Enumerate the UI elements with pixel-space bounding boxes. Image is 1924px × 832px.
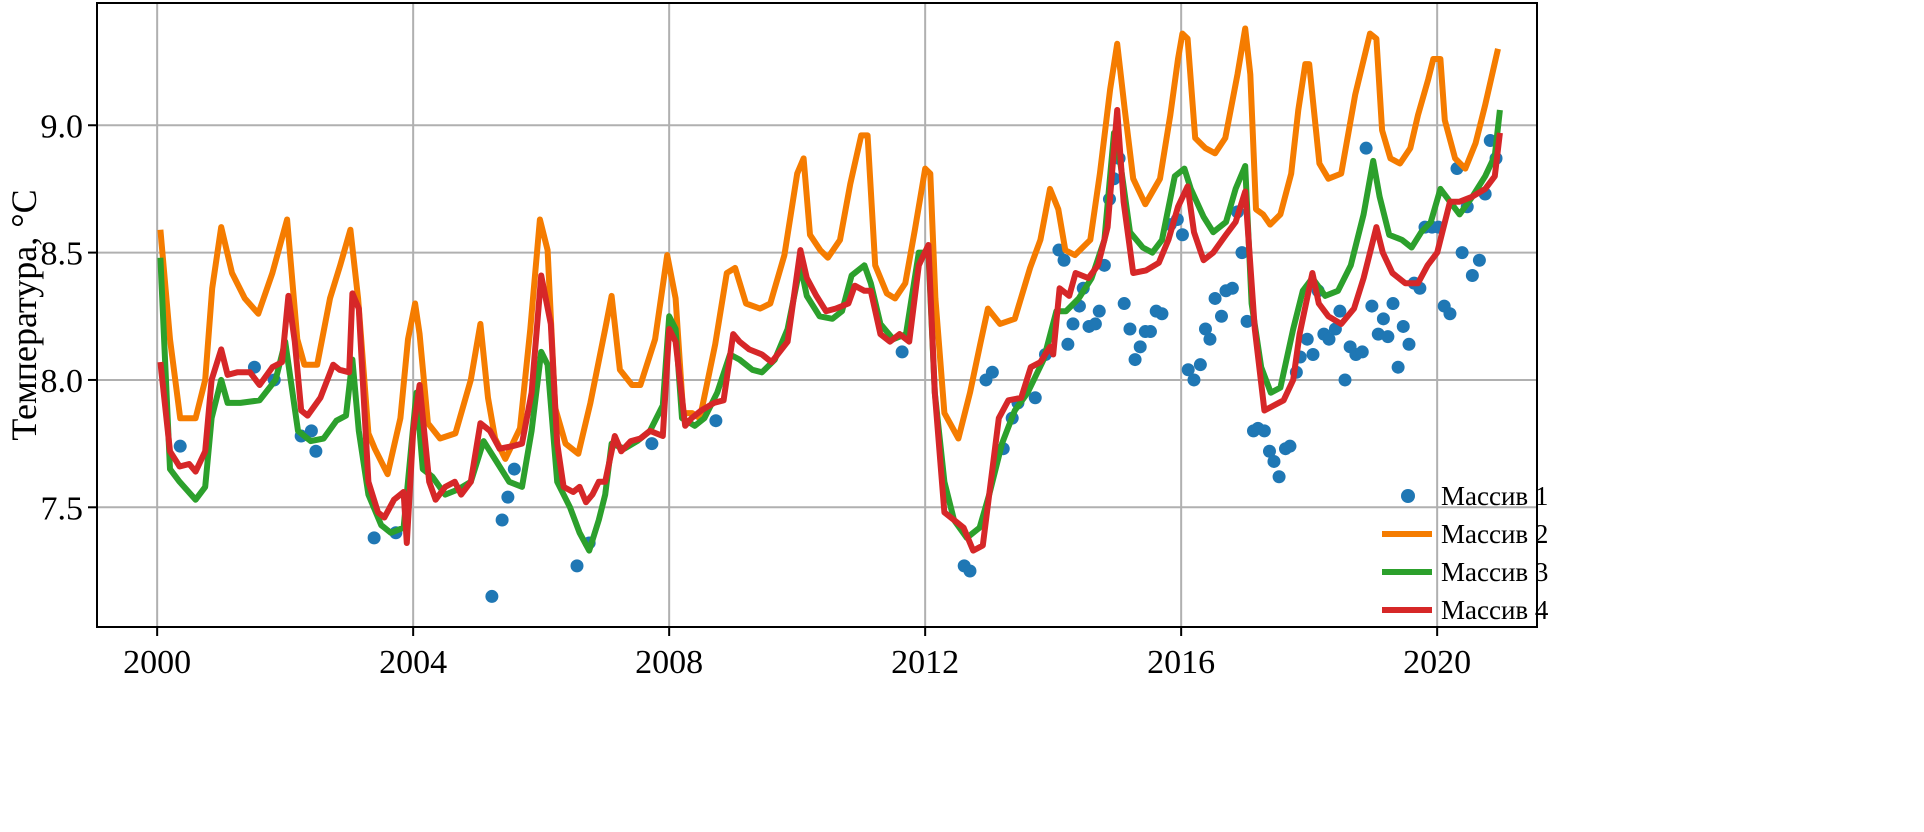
scatter-point-massiv-1 [1386, 297, 1400, 311]
x-tick-label: 2012 [891, 644, 959, 681]
y-axis-label: Температура, °C [4, 189, 44, 440]
scatter-point-massiv-1 [1283, 439, 1297, 453]
scatter-point-massiv-1 [570, 559, 584, 573]
scatter-point-massiv-1 [1225, 281, 1239, 295]
scatter-point-massiv-1 [645, 437, 659, 451]
x-tick-label: 2000 [123, 644, 191, 681]
scatter-point-massiv-1 [1333, 304, 1347, 318]
x-tick-label: 2020 [1403, 644, 1471, 681]
scatter-point-massiv-1 [709, 414, 723, 428]
scatter-point-massiv-1 [1300, 332, 1314, 346]
series-line-massiv-4 [157, 107, 1503, 554]
scatter-point-massiv-1 [1175, 228, 1189, 242]
x-tick-label: 2004 [379, 644, 447, 681]
scatter-point-massiv-1 [1128, 353, 1142, 367]
scatter-point-massiv-1 [1028, 391, 1042, 405]
scatter-point-massiv-1 [1143, 325, 1157, 339]
scatter-point-massiv-1 [1187, 373, 1201, 387]
legend-label: Массив 1 [1441, 481, 1548, 511]
legend-label: Массив 4 [1441, 595, 1549, 625]
scatter-point-massiv-1 [895, 345, 909, 359]
scatter-point-massiv-1 [1203, 332, 1217, 346]
scatter-point-massiv-1 [1306, 347, 1320, 361]
scatter-point-massiv-1 [173, 439, 187, 453]
scatter-point-massiv-1 [1338, 373, 1352, 387]
y-tick-label: 8.5 [41, 236, 84, 273]
scatter-point-massiv-1 [1198, 322, 1212, 336]
scatter-point-massiv-1 [1443, 307, 1457, 321]
scatter-point-massiv-1 [1117, 297, 1131, 311]
x-tick-label: 2008 [635, 644, 703, 681]
scatter-point-massiv-1 [1465, 269, 1479, 283]
scatter-point-massiv-1 [985, 365, 999, 379]
scatter-point-massiv-1 [1235, 246, 1249, 260]
scatter-point-massiv-1 [1240, 314, 1254, 328]
plot-marks [157, 25, 1503, 603]
scatter-point-massiv-1 [507, 462, 521, 476]
series-line-massiv-3 [157, 109, 1503, 554]
y-tick-label: 8.0 [41, 363, 84, 400]
scatter-point-massiv-1 [1262, 444, 1276, 458]
scatter-point-massiv-1 [1208, 291, 1222, 305]
scatter-point-massiv-1 [1359, 141, 1373, 155]
scatter-point-massiv-1 [1193, 358, 1207, 372]
scatter-point-massiv-1 [1355, 345, 1369, 359]
scatter-point-massiv-1 [309, 444, 323, 458]
scatter-point-massiv-1 [1133, 340, 1147, 354]
scatter-point-massiv-1 [1061, 337, 1075, 351]
scatter-point-massiv-1 [1155, 307, 1169, 321]
x-tick-label: 2016 [1147, 644, 1215, 681]
y-tick-label: 7.5 [41, 490, 84, 527]
y-tick-label: 9.0 [41, 108, 84, 145]
plot-frame [96, 2, 1538, 628]
series-line-massiv-2 [157, 25, 1501, 478]
scatter-point-massiv-1 [1402, 337, 1416, 351]
scatter-point-massiv-1 [495, 513, 509, 527]
scatter-point-massiv-1 [304, 424, 318, 438]
scatter-point-massiv-1 [1088, 317, 1102, 331]
scatter-point-massiv-1 [1214, 309, 1228, 323]
scatter-point-massiv-1 [1322, 332, 1336, 346]
scatter-point-massiv-1 [1455, 246, 1469, 260]
scatter-point-massiv-1 [1267, 454, 1281, 468]
scatter-point-massiv-1 [1123, 322, 1137, 336]
legend: Массив 1 Массив 2 Массив 3 Массив 4 [1382, 481, 1549, 625]
scatter-point-massiv-1 [963, 564, 977, 578]
scatter-point-massiv-1 [1365, 299, 1379, 313]
legend-label: Массив 3 [1441, 557, 1548, 587]
scatter-point-massiv-1 [1272, 470, 1286, 484]
scatter-point-massiv-1 [1376, 312, 1390, 326]
legend-label: Массив 2 [1441, 519, 1548, 549]
scatter-point-massiv-1 [367, 531, 381, 545]
scatter-point-massiv-1 [1257, 424, 1271, 438]
scatter-point-massiv-1 [1057, 253, 1071, 267]
scatter-point-massiv-1 [1181, 363, 1195, 377]
scatter-point-massiv-1 [1472, 253, 1486, 267]
scatter-point-massiv-1 [485, 589, 499, 603]
axis-ticks: 2000 2004 2008 2012 2016 2020 7.5 8.0 8.5 9.0 [41, 108, 1472, 681]
legend-marker-scatter [1401, 489, 1415, 503]
scatter-point-massiv-1 [1092, 304, 1106, 318]
scatter-point-massiv-1 [1381, 330, 1395, 344]
scatter-point-massiv-1 [1396, 319, 1410, 333]
scatter-point-massiv-1 [501, 490, 515, 504]
scatter-point-massiv-1 [1391, 360, 1405, 374]
scatter-point-massiv-1 [1066, 317, 1080, 331]
